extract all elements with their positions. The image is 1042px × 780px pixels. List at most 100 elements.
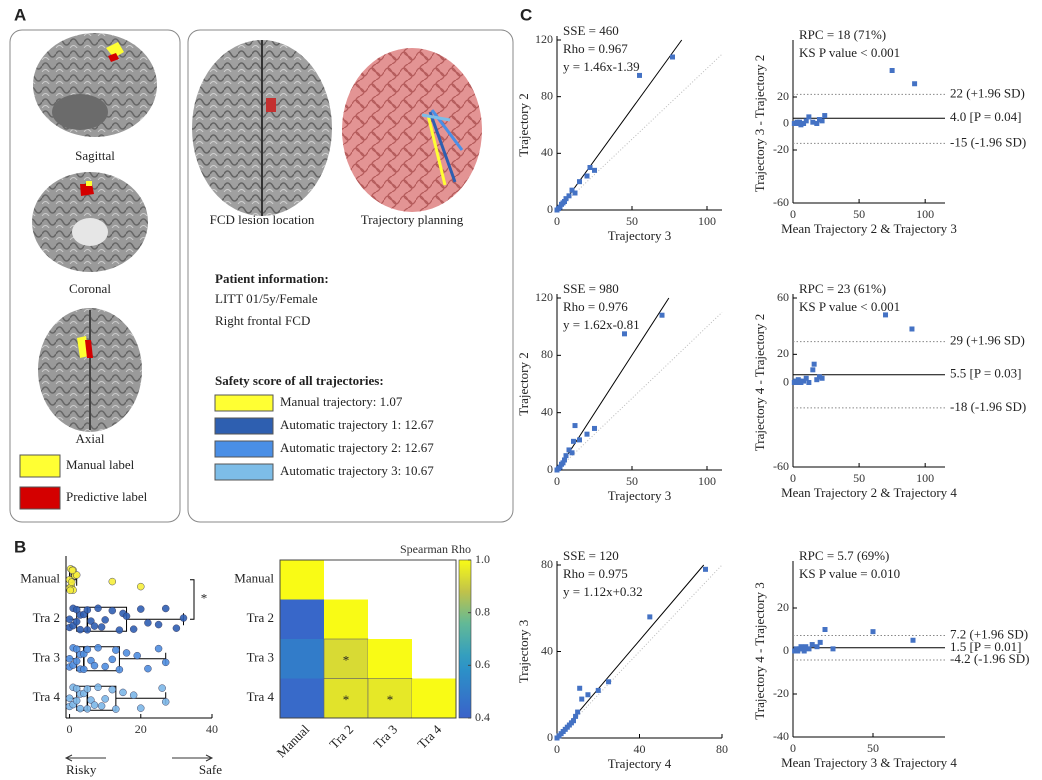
patient-title: Patient information: xyxy=(215,271,329,286)
point xyxy=(803,644,809,650)
patient-line: Right frontal FCD xyxy=(215,313,310,328)
point xyxy=(158,684,166,692)
point xyxy=(144,664,152,673)
annotation: SSE = 980 xyxy=(563,281,619,296)
annotation: y = 1.12x+0.32 xyxy=(563,584,643,599)
point xyxy=(94,683,102,692)
sagittal-image xyxy=(33,33,157,137)
annotation: RPC = 5.7 (69%) xyxy=(799,548,889,563)
x-axis-label: Trajectory 3 xyxy=(608,228,671,243)
point xyxy=(870,629,876,635)
point xyxy=(72,645,81,653)
y-tick-label: 80 xyxy=(541,347,553,361)
point xyxy=(810,367,816,373)
y-tick-label: 0 xyxy=(783,374,789,388)
point xyxy=(798,122,804,128)
annotation: RPC = 18 (71%) xyxy=(799,27,886,42)
point xyxy=(101,662,109,671)
y-tick-label: -20 xyxy=(773,142,789,156)
point xyxy=(83,645,92,654)
point xyxy=(801,378,807,384)
significance: * xyxy=(343,692,350,707)
point xyxy=(814,121,820,126)
point xyxy=(830,646,836,652)
colorbar-tick-label: 0.8 xyxy=(475,604,490,618)
y-axis-label: Trajectory 3 xyxy=(516,620,531,683)
y-tick-label: -20 xyxy=(773,686,789,700)
point xyxy=(637,72,642,78)
safety-title: Safety score of all trajectories: xyxy=(215,373,384,388)
point xyxy=(76,625,84,634)
x-tick-label: 40 xyxy=(206,722,218,736)
y-tick-label: 0 xyxy=(783,115,789,129)
x-axis-label: Trajectory 3 xyxy=(608,488,671,503)
point xyxy=(572,423,578,429)
x-tick-label: 0 xyxy=(790,471,796,485)
point xyxy=(798,380,804,385)
point xyxy=(563,453,569,459)
y-tick-label: 80 xyxy=(541,88,553,102)
x-axis-label: Mean Trajectory 3 & Trajectory 4 xyxy=(781,755,957,770)
point xyxy=(910,637,916,643)
x-tick-label: 0 xyxy=(790,207,796,221)
y-tick-label: 120 xyxy=(535,290,553,304)
legend-swatch xyxy=(19,454,61,478)
trajectory-label: Manual trajectory: 1.07 xyxy=(280,394,403,409)
point xyxy=(801,648,807,654)
point xyxy=(72,657,81,665)
point xyxy=(133,651,141,660)
point xyxy=(584,173,590,179)
point xyxy=(112,646,120,654)
x-tick-label: 20 xyxy=(135,722,147,736)
point xyxy=(912,81,918,87)
y-tick-label: 20 xyxy=(777,89,789,103)
point xyxy=(129,625,138,633)
fit-line xyxy=(556,564,705,738)
point xyxy=(83,606,92,614)
point xyxy=(72,605,81,614)
annotation: SSE = 120 xyxy=(563,548,619,563)
x-tick-label: 50 xyxy=(626,474,638,488)
point xyxy=(90,622,99,630)
significance-bracket xyxy=(190,579,195,620)
point xyxy=(80,665,88,674)
y-tick-label: -40 xyxy=(773,729,789,743)
point xyxy=(83,685,92,693)
annotation: KS P value = 0.010 xyxy=(799,566,900,581)
point xyxy=(94,644,102,652)
limit-label: 1.5 [P = 0.01] xyxy=(950,639,1022,654)
point xyxy=(562,199,567,204)
point xyxy=(803,375,809,381)
y-tick-label: Manual xyxy=(234,571,274,586)
point xyxy=(562,457,567,463)
point xyxy=(179,614,188,622)
limit-label: 5.5 [P = 0.03] xyxy=(950,366,1022,381)
view-label: Coronal xyxy=(69,281,111,296)
limit-label: 22 (+1.96 SD) xyxy=(950,85,1025,100)
point xyxy=(161,698,170,706)
point xyxy=(560,460,566,466)
point xyxy=(794,380,800,385)
point xyxy=(67,578,76,586)
annotation: KS P value < 0.001 xyxy=(799,45,900,60)
point xyxy=(816,374,822,380)
point xyxy=(909,326,915,332)
annotation: Rho = 0.975 xyxy=(563,566,628,581)
point xyxy=(811,361,817,367)
heatmap-cell xyxy=(280,599,324,639)
point xyxy=(115,665,124,674)
legend: Manual label Predictive label Manual traje… xyxy=(19,394,434,510)
point xyxy=(587,165,593,170)
x-axis-label: Mean Trajectory 2 & Trajectory 4 xyxy=(781,485,957,500)
point xyxy=(577,685,583,691)
point xyxy=(566,193,572,199)
annotation: y = 1.46x-1.39 xyxy=(563,59,640,74)
point xyxy=(112,705,120,713)
significance: * xyxy=(343,653,350,668)
y-tick-label: 40 xyxy=(541,643,553,657)
colorbar xyxy=(458,559,472,719)
y-tick-label: 20 xyxy=(777,346,789,360)
x-tick-label: 0 xyxy=(67,722,73,736)
annotation: Rho = 0.976 xyxy=(563,299,628,314)
point xyxy=(563,196,569,202)
